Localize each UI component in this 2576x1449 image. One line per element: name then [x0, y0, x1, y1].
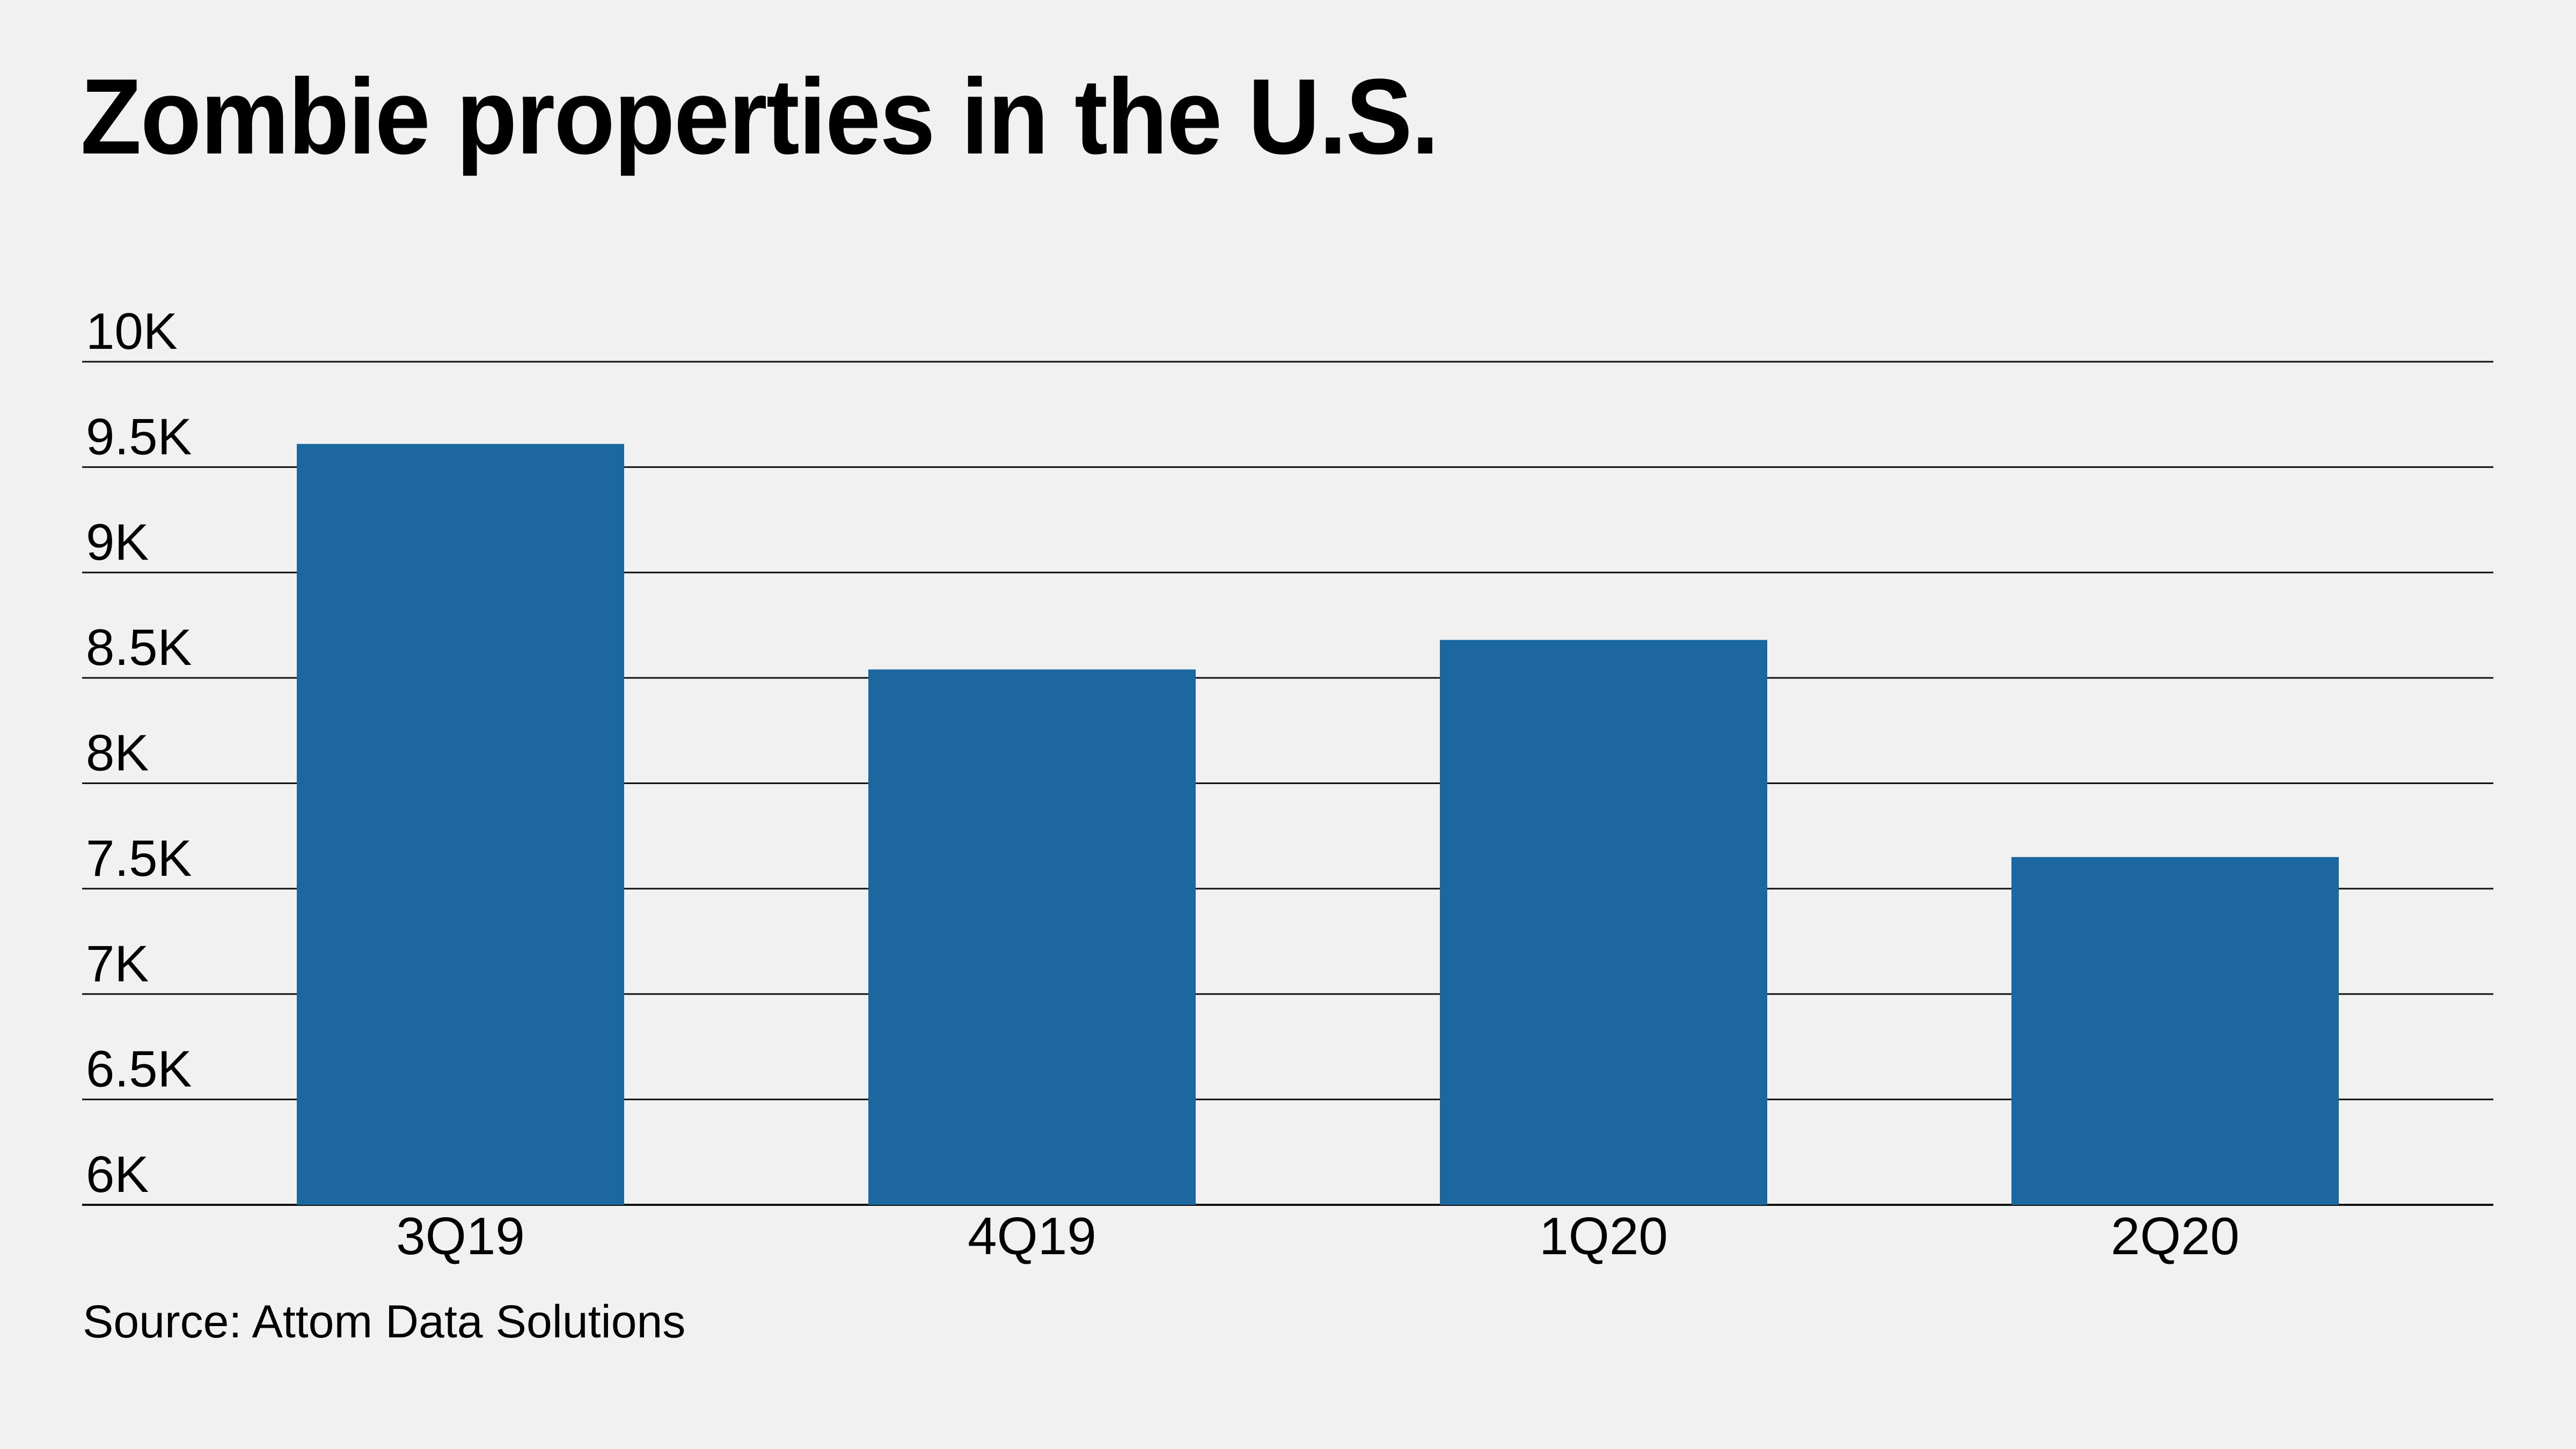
- y-tick-label: 6K: [86, 1146, 149, 1203]
- source-note: Source: Attom Data Solutions: [83, 1296, 686, 1348]
- y-tick-label: 7K: [86, 935, 149, 992]
- y-tick-label: 9.5K: [86, 408, 192, 465]
- x-tick-label: 3Q19: [396, 1206, 525, 1265]
- x-tick-label: 1Q20: [1539, 1206, 1668, 1265]
- y-tick-label: 7.5K: [86, 830, 192, 887]
- bar-4q19: [868, 669, 1196, 1205]
- y-tick-label: 6.5K: [86, 1041, 192, 1098]
- bar-2q20: [2011, 857, 2339, 1205]
- y-tick-label: 10K: [86, 303, 178, 360]
- y-tick-label: 9K: [86, 514, 149, 571]
- y-tick-label: 8K: [86, 724, 149, 782]
- chart-title: Zombie properties in the U.S.: [80, 57, 1439, 177]
- x-axis-labels: 3Q19 4Q19 1Q20 2Q20: [396, 1206, 2240, 1265]
- y-tick-label: 8.5K: [86, 619, 192, 676]
- x-tick-label: 2Q20: [2111, 1206, 2240, 1265]
- y-axis-labels: 6K 6.5K 7K 7.5K 8K 8.5K 9K 9.5K 10K: [86, 303, 192, 1203]
- bar-1q20: [1440, 640, 1767, 1205]
- x-tick-label: 4Q19: [968, 1206, 1096, 1265]
- bars: [297, 444, 2339, 1205]
- bar-3q19: [297, 444, 624, 1205]
